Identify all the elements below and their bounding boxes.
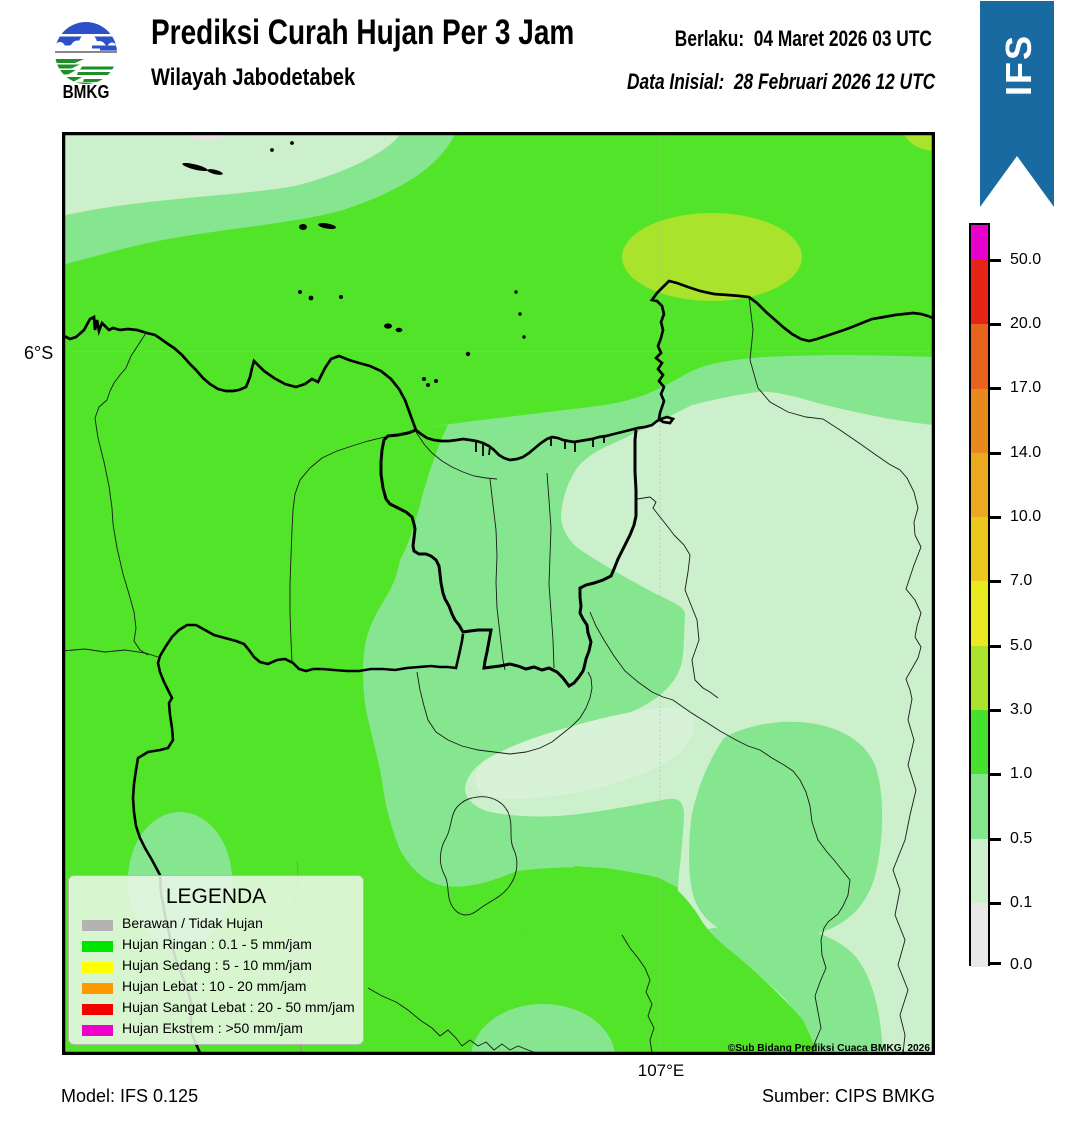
svg-text:IFS: IFS: [998, 34, 1039, 96]
svg-text:©Sub Bidang Prediksi Cuaca BMK: ©Sub Bidang Prediksi Cuaca BMKG, 2026: [728, 1043, 931, 1054]
